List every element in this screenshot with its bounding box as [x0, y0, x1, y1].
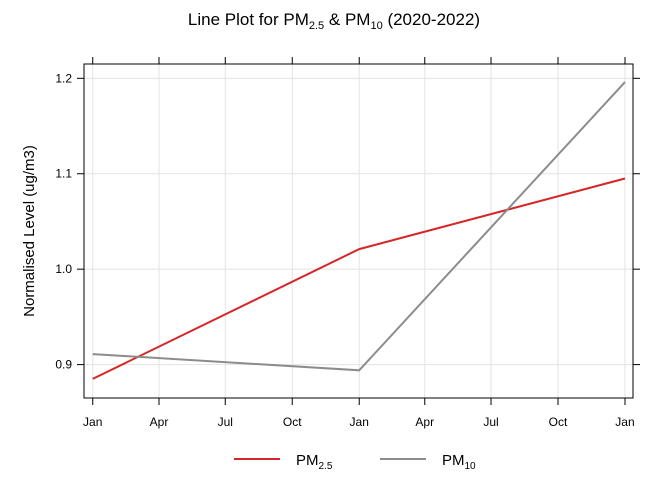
chart-title-suffix: (2020-2022) [383, 10, 480, 29]
chart-title-sub2: 10 [370, 20, 382, 32]
plot-frame [83, 63, 634, 399]
y-tick-label: 0.9 [55, 358, 72, 372]
grid [84, 64, 633, 398]
y-axis-label: Normalised Level (ug/m3) [21, 145, 38, 317]
chart-title-mid: & PM [324, 10, 370, 29]
x-tick-label: Jul [483, 415, 498, 429]
axis-ticks: Jan Apr Jul Oct Jan Apr Jul Oct Jan 0.9 1.0 1.1 1.2 [55, 57, 640, 429]
x-tick-label: Apr [415, 415, 434, 429]
series-line-pm25 [92, 177, 626, 380]
chart-title-sub1: 2.5 [309, 20, 324, 32]
legend-label-name: PM [296, 452, 319, 469]
legend-label-sub: 10 [465, 461, 477, 472]
x-tick-label: Oct [549, 415, 568, 429]
chart-title-prefix: Line Plot for PM [188, 10, 309, 29]
legend: PM2.5 PM10 [234, 452, 476, 472]
y-tick-label: 1.2 [55, 71, 72, 85]
legend-label-sub: 2.5 [319, 461, 333, 472]
x-tick-label: Jan [83, 415, 102, 429]
series-line-pm10 [92, 81, 626, 372]
x-tick-label: Apr [150, 415, 169, 429]
legend-label: PM2.5 [296, 452, 333, 472]
x-tick-label: Oct [283, 415, 302, 429]
legend-label: PM10 [442, 452, 476, 472]
legend-label-name: PM [442, 452, 465, 469]
chart-title: Line Plot for PM2.5 & PM10 (2020-2022) [188, 10, 480, 32]
x-tick-label: Jan [615, 415, 634, 429]
series-lines [92, 81, 626, 380]
y-tick-label: 1.0 [55, 262, 72, 276]
x-tick-label: Jul [218, 415, 233, 429]
x-tick-label: Jan [350, 415, 369, 429]
y-tick-label: 1.1 [55, 167, 72, 181]
